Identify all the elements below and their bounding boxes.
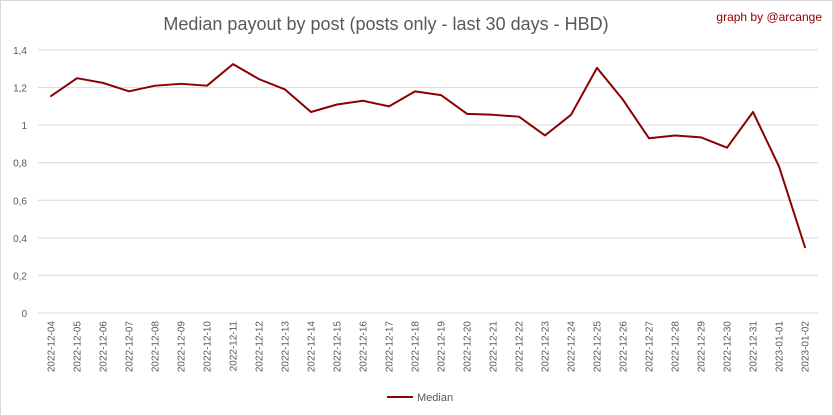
gridlines	[38, 49, 818, 314]
y-tick-label: 0	[21, 309, 27, 320]
y-tick-label: 0,6	[13, 196, 27, 207]
legend: Median	[387, 392, 453, 404]
x-tick-label: 2022-12-10	[203, 321, 214, 373]
x-axis-ticks: 2022-12-04 2022-12-05 2022-12-06 2022-12-07…	[47, 321, 812, 373]
x-tick-label: 2022-12-17	[385, 321, 396, 373]
x-tick-label: 2023-01-02	[801, 321, 812, 373]
x-tick-label: 2022-12-06	[99, 321, 110, 373]
x-tick-label: 2022-12-13	[281, 321, 292, 373]
x-tick-label: 2022-12-11	[229, 321, 240, 372]
y-tick-label: 0,8	[13, 159, 27, 170]
series-line-median	[50, 63, 806, 249]
y-tick-label: 0,4	[13, 234, 27, 245]
x-tick-label: 2022-12-18	[411, 321, 422, 373]
y-tick-label: 1	[21, 121, 27, 132]
x-tick-label: 2022-12-28	[671, 321, 682, 373]
x-tick-label: 2022-12-15	[333, 321, 344, 373]
x-tick-label: 2022-12-24	[567, 321, 578, 373]
x-tick-label: 2022-12-14	[307, 321, 318, 373]
x-tick-label: 2022-12-30	[723, 321, 734, 373]
y-tick-label: 0,2	[13, 271, 27, 282]
x-tick-label: 2022-12-23	[541, 321, 552, 373]
x-tick-label: 2022-12-25	[593, 321, 604, 373]
x-tick-label: 2022-12-19	[437, 321, 448, 373]
x-tick-label: 2022-12-22	[515, 321, 526, 373]
x-tick-label: 2022-12-26	[619, 321, 630, 373]
series-layer	[50, 63, 806, 249]
y-axis-ticks: 0 0,2 0,4 0,6 0,8 1 1,2 1,4	[13, 46, 27, 320]
x-tick-label: 2022-12-08	[151, 321, 162, 373]
x-tick-label: 2022-12-07	[125, 321, 136, 373]
x-tick-label: 2022-12-31	[749, 321, 760, 373]
x-tick-label: 2022-12-29	[697, 321, 708, 373]
y-tick-label: 1,4	[13, 46, 27, 57]
x-tick-label: 2022-12-04	[47, 321, 58, 373]
x-tick-label: 2022-12-21	[489, 321, 500, 373]
chart-credit: graph by @arcange	[716, 10, 822, 24]
x-tick-label: 2023-01-01	[775, 321, 786, 373]
x-tick-label: 2022-12-16	[359, 321, 370, 373]
x-tick-label: 2022-12-20	[463, 321, 474, 373]
x-tick-label: 2022-12-09	[177, 321, 188, 373]
x-tick-label: 2022-12-12	[255, 321, 266, 373]
y-tick-label: 1,2	[13, 84, 27, 95]
x-tick-label: 2022-12-05	[73, 321, 84, 373]
x-tick-label: 2022-12-27	[645, 321, 656, 373]
legend-label-median: Median	[417, 392, 453, 404]
chart-title: Median payout by post (posts only - last…	[163, 14, 608, 34]
